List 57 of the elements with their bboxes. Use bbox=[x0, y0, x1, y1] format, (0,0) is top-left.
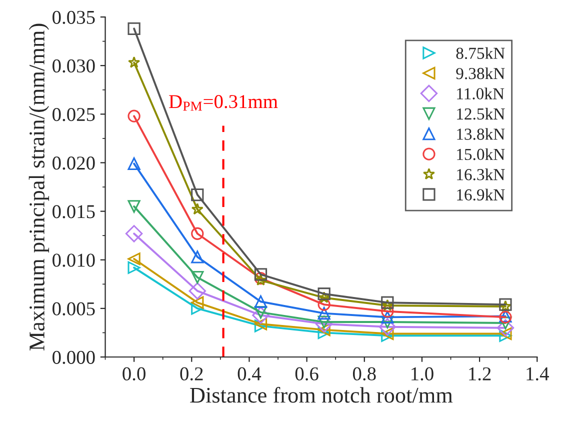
x-tick-label: 1.0 bbox=[412, 367, 434, 380]
point bbox=[191, 271, 204, 284]
y-tick-label: 0.010 bbox=[52, 254, 95, 267]
point bbox=[318, 291, 330, 304]
x-tick-label: 0.8 bbox=[352, 367, 376, 380]
x-tick-label: 0.2 bbox=[180, 367, 203, 380]
x-tick-label: 0.6 bbox=[295, 367, 318, 380]
y-tick-label: 0.025 bbox=[52, 108, 95, 122]
point bbox=[378, 318, 396, 336]
legend-label: 9.38kN bbox=[456, 67, 505, 80]
point bbox=[128, 22, 140, 35]
legend-label: 16.3kN bbox=[457, 168, 505, 180]
point bbox=[128, 252, 140, 266]
point bbox=[318, 306, 330, 320]
x-tick-label: 0.0 bbox=[122, 367, 146, 380]
ref-line-label: D$_{PM}$=0.31mm bbox=[169, 95, 278, 111]
point bbox=[188, 282, 206, 300]
legend-label: 13.8kN bbox=[457, 128, 505, 140]
legend-label: 16.9kN bbox=[457, 188, 505, 201]
point bbox=[254, 295, 268, 308]
point bbox=[128, 261, 140, 274]
point bbox=[496, 319, 514, 336]
point bbox=[191, 227, 204, 240]
point bbox=[128, 157, 140, 170]
x-tick-label: 0.4 bbox=[238, 367, 262, 380]
point bbox=[252, 306, 270, 324]
legend-label: 11.0kN bbox=[457, 88, 504, 100]
point bbox=[315, 315, 333, 333]
point bbox=[128, 200, 140, 213]
point bbox=[191, 302, 204, 315]
point bbox=[125, 225, 143, 242]
point bbox=[318, 326, 330, 340]
point bbox=[254, 268, 268, 281]
point bbox=[318, 288, 330, 300]
y-tick-label: 0.015 bbox=[52, 205, 95, 218]
x-tick-label: 1.2 bbox=[469, 367, 491, 380]
point bbox=[128, 56, 140, 68]
legend-label: 12.5kN bbox=[457, 108, 505, 120]
point bbox=[191, 203, 204, 215]
point bbox=[381, 296, 394, 309]
legend-label: 15.0kN bbox=[457, 148, 505, 160]
point bbox=[381, 299, 394, 311]
point bbox=[381, 310, 394, 324]
point bbox=[191, 188, 204, 202]
legend-label: 8.75kN bbox=[456, 47, 505, 60]
point bbox=[191, 250, 204, 264]
y-tick-label: 0.000 bbox=[52, 350, 95, 364]
x-axis-title: Distance from notch root/mm bbox=[190, 386, 453, 403]
y-axis-title: Maximum principal strain/(mm/mm) bbox=[28, 24, 50, 351]
point bbox=[381, 305, 394, 318]
y-tick-label: 0.005 bbox=[52, 302, 95, 316]
point bbox=[128, 110, 140, 122]
y-tick-label: 0.030 bbox=[52, 59, 95, 73]
x-tick-label: 1.4 bbox=[526, 367, 549, 380]
y-tick-label: 0.020 bbox=[52, 156, 95, 170]
point bbox=[191, 296, 204, 309]
y-tick-label: 0.035 bbox=[52, 10, 95, 24]
